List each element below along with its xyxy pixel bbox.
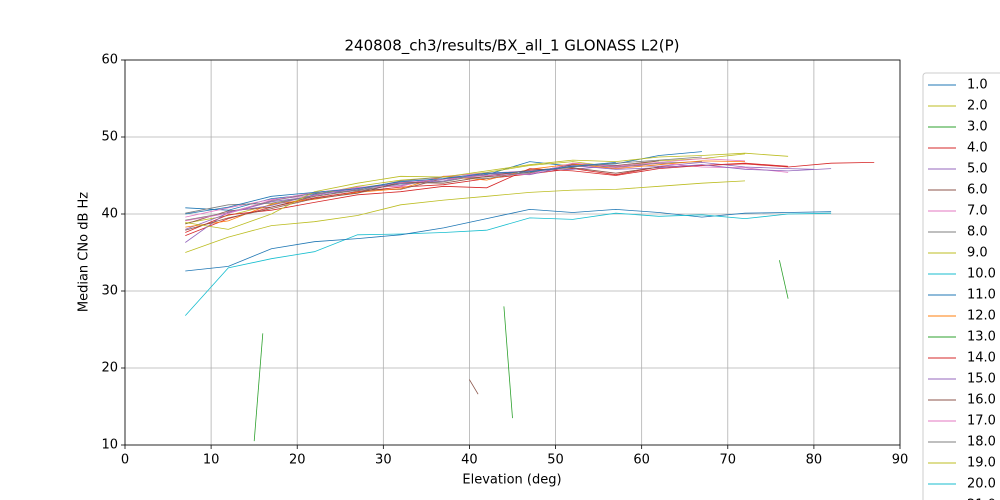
x-tick-label: 20 bbox=[289, 453, 306, 468]
legend-label: 7.0 bbox=[967, 204, 988, 219]
x-tick-label: 80 bbox=[806, 453, 823, 468]
legend-label: 10.0 bbox=[967, 267, 996, 282]
series-line bbox=[185, 180, 746, 253]
series-line bbox=[185, 161, 702, 221]
x-tick-label: 50 bbox=[547, 453, 564, 468]
series-line bbox=[253, 333, 264, 442]
legend-label: 2.0 bbox=[967, 99, 988, 114]
legend-label: 11.0 bbox=[967, 288, 996, 303]
legend-label: 17.0 bbox=[967, 414, 996, 429]
series-line bbox=[185, 162, 616, 215]
legend-label: 13.0 bbox=[967, 330, 996, 345]
legend-label: 5.0 bbox=[967, 162, 988, 177]
plot-frame bbox=[124, 59, 901, 446]
y-axis-label: Median CNo dB Hz bbox=[77, 192, 92, 312]
y-tick-label: 20 bbox=[101, 361, 118, 376]
series-line bbox=[185, 166, 659, 231]
legend-label: 15.0 bbox=[967, 372, 996, 387]
legend-label: 4.0 bbox=[967, 141, 988, 156]
legend-label: 21.0 bbox=[967, 498, 996, 500]
legend-label: 6.0 bbox=[967, 183, 988, 198]
series-line bbox=[185, 152, 789, 230]
series-line bbox=[486, 212, 832, 231]
y-tick-label: 10 bbox=[101, 438, 118, 453]
series-line bbox=[185, 162, 789, 233]
legend-label: 8.0 bbox=[967, 225, 988, 240]
series-line bbox=[185, 229, 487, 316]
legend-label: 9.0 bbox=[967, 246, 988, 261]
y-tick-label: 60 bbox=[101, 53, 118, 68]
legend: 1.0 2.0 3.0 4.0 5.0 6.0 7.0 8.0 9.0 10.0 11.0 12.0 1… bbox=[922, 72, 1000, 500]
x-tick-label: 40 bbox=[461, 453, 478, 468]
legend-label: 16.0 bbox=[967, 393, 996, 408]
legend-label: 1.0 bbox=[967, 78, 988, 93]
legend-label: 12.0 bbox=[967, 309, 996, 324]
x-tick-label: 30 bbox=[375, 453, 392, 468]
series-line bbox=[185, 160, 659, 395]
legend-label: 18.0 bbox=[967, 435, 996, 450]
x-tick-label: 60 bbox=[633, 453, 650, 468]
legend-label: 20.0 bbox=[967, 477, 996, 492]
series-line bbox=[503, 260, 789, 419]
legend-label: 14.0 bbox=[967, 351, 996, 366]
series-line bbox=[185, 208, 832, 272]
series-line bbox=[185, 160, 746, 228]
x-tick-label: 0 bbox=[121, 453, 129, 468]
y-tick-label: 40 bbox=[101, 207, 118, 222]
legend-box bbox=[922, 72, 1000, 500]
x-tick-label: 10 bbox=[203, 453, 220, 468]
chart-title: 240808_ch3/results/BX_all_1 GLONASS L2(P… bbox=[344, 37, 679, 56]
x-axis-label: Elevation (deg) bbox=[462, 473, 561, 488]
y-tick-label: 30 bbox=[101, 284, 118, 299]
x-tick-label: 70 bbox=[720, 453, 737, 468]
legend-label: 19.0 bbox=[967, 456, 996, 471]
x-tick-label: 90 bbox=[892, 453, 909, 468]
legend-label: 3.0 bbox=[967, 120, 988, 135]
y-tick-label: 50 bbox=[101, 130, 118, 145]
